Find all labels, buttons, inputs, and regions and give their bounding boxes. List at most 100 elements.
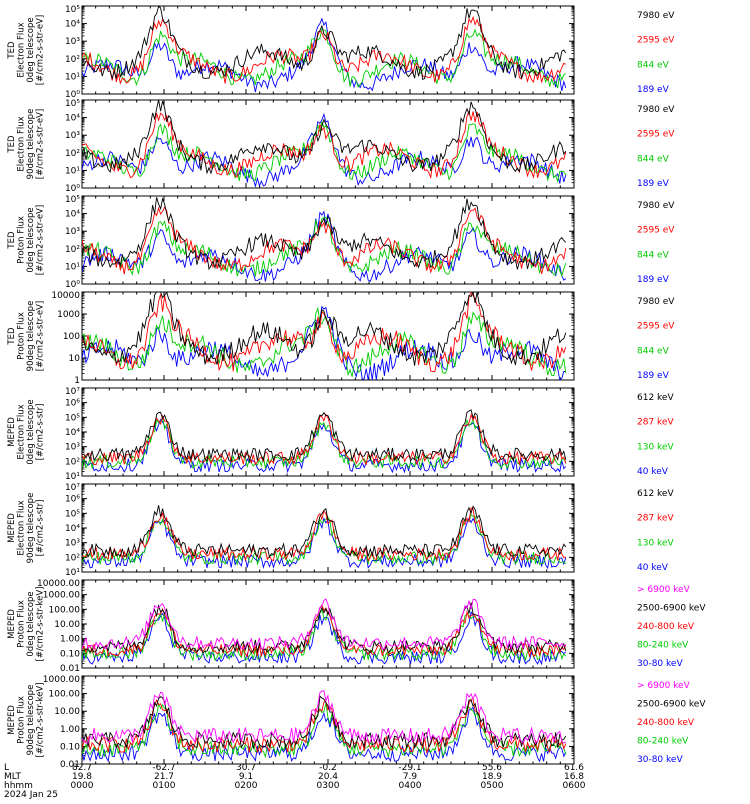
y-tick-label: 10⁴ (65, 20, 80, 30)
legend-entry: 2500-6900 keV (637, 604, 706, 614)
y-tick-label: 0.01 (60, 760, 80, 770)
trace-group (82, 6, 567, 93)
x-tick-label: 7.9 (403, 772, 418, 782)
panel-1: 10⁰ 10¹ 10² 10³ 10⁴ 10⁵ TED Electron Flux 0deg t… (7, 5, 675, 100)
panel-4: 1 10 100 1000 10000 TED Proton Flux 90deg teles… (7, 291, 675, 386)
data-series (82, 17, 567, 93)
y-tick-label: 10⁷ (65, 483, 80, 493)
y-axis-label: 90deg telescope (26, 493, 36, 564)
data-series (82, 197, 567, 271)
y-tick-label: 10⁷ (65, 387, 80, 397)
y-tick-label: 100.00 (49, 690, 81, 700)
data-series (82, 695, 567, 750)
legend-entry: 189 eV (637, 179, 670, 189)
legend-entry: 7980 eV (637, 297, 675, 307)
legend-entry: 40 keV (637, 467, 669, 477)
y-tick-label: 100.00 (49, 605, 81, 615)
x-axis-date: 2024 Jan 25 (4, 790, 58, 800)
y-axis-label: 0deg telescope (26, 17, 36, 82)
y-axis-label: TED (7, 135, 17, 154)
data-series (82, 121, 567, 184)
legend-entry: 612 keV (637, 489, 674, 499)
y-tick-label: 1 (74, 376, 80, 386)
y-tick-label: 10² (65, 55, 80, 65)
x-tick-label: 30.7 (236, 763, 256, 773)
legend-entry: 130 keV (637, 442, 674, 452)
data-series (82, 305, 566, 380)
x-tick-label: 0200 (235, 781, 258, 791)
y-tick-label: 10⁶ (65, 495, 80, 505)
legend-entry: 844 eV (637, 250, 670, 260)
panel-6: 10¹ 10² 10³ 10⁴ 10⁵ 10⁶ 10⁷ MEPED Electron Flux 9… (7, 483, 674, 578)
legend-entry: 287 keV (637, 418, 674, 428)
legend-entry: 240-800 keV (637, 622, 695, 632)
x-tick-label: 61.6 (564, 763, 584, 773)
x-tick-label: 19.8 (72, 772, 92, 782)
x-tick-label: 0400 (399, 781, 422, 791)
legend-entry: 189 eV (637, 371, 670, 381)
data-series (82, 110, 567, 180)
x-axis-row-label: MLT (4, 772, 22, 782)
y-tick-label: 10² (65, 553, 80, 563)
legend-entry: 80-240 keV (637, 737, 689, 747)
y-tick-label: 10.00 (54, 707, 80, 717)
y-tick-label: 10³ (65, 227, 80, 237)
data-series (82, 609, 567, 662)
y-axis-label: 0deg telescope (26, 591, 36, 656)
legend-entry: 2595 eV (637, 130, 675, 140)
trace-group (82, 690, 567, 763)
y-tick-label: 10³ (65, 539, 80, 549)
legend-entry: 844 eV (637, 346, 670, 356)
y-axis-label: Electron Flux (17, 22, 27, 77)
y-tick-label: 10¹ (65, 72, 80, 82)
y-axis-label: TED (7, 327, 17, 346)
legend-entry: 7980 eV (637, 11, 675, 21)
y-tick-label: 10² (65, 457, 80, 467)
legend-entry: > 6900 keV (637, 585, 691, 595)
y-axis-label: TED (7, 41, 17, 60)
trace-group (82, 409, 567, 474)
y-tick-label: 1000.00 (43, 675, 80, 685)
x-tick-label: 0100 (153, 781, 176, 791)
x-tick-label: 55.6 (482, 763, 502, 773)
y-tick-label: 10⁴ (65, 210, 80, 220)
panel-frame (81, 483, 575, 573)
x-tick-label: 0300 (317, 781, 340, 791)
y-tick-label: 10000 (51, 291, 80, 301)
panel-2: 10⁰ 10¹ 10² 10³ 10⁴ 10⁵ TED Electron Flux 90deg … (7, 99, 675, 194)
panel-3: 10⁰ 10¹ 10² 10³ 10⁴ 10⁵ TED Proton Flux 0deg tel… (7, 195, 675, 290)
y-tick-label: 10⁰ (65, 280, 80, 290)
y-tick-label: 10³ (65, 37, 80, 47)
legend-entry: 7980 eV (637, 201, 675, 211)
x-axis-row-label: L (4, 763, 9, 773)
y-tick-label: 1000.00 (43, 591, 80, 601)
y-axis-label: 90deg telescope (26, 685, 36, 756)
y-tick-label: 10⁶ (65, 399, 80, 409)
data-series (82, 706, 567, 763)
data-series (82, 598, 566, 650)
panel-frame (81, 195, 575, 285)
x-tick-label: 82.7 (72, 763, 92, 773)
y-tick-label: 10³ (65, 443, 80, 453)
trace-group (82, 197, 567, 282)
data-series (82, 28, 567, 89)
y-axis-label: [#/cm2-s-str-eV] (36, 15, 46, 85)
data-series (82, 6, 567, 81)
y-axis-label: [#/cm2-s-str-eV] (36, 301, 46, 371)
y-axis-label: Proton Flux (17, 696, 27, 744)
y-tick-label: 0.01 (60, 664, 80, 674)
legend-entry: 30-80 keV (637, 659, 683, 669)
y-axis-label: [#/cm2-s-str] (36, 404, 46, 461)
y-axis-label: [#/cm2-s-str-eV] (36, 109, 46, 179)
data-series (82, 292, 567, 366)
trace-group (82, 598, 567, 666)
y-axis-label: Proton Flux (17, 600, 27, 648)
y-axis-label: TED (7, 231, 17, 250)
legend-entry: 844 eV (637, 60, 670, 70)
panel-5: 10¹ 10² 10³ 10⁴ 10⁵ 10⁶ 10⁷ MEPED Electron Flux 0… (7, 387, 674, 482)
x-tick-label: 16.8 (564, 772, 584, 782)
trace-group (82, 100, 567, 188)
data-series (82, 702, 567, 759)
